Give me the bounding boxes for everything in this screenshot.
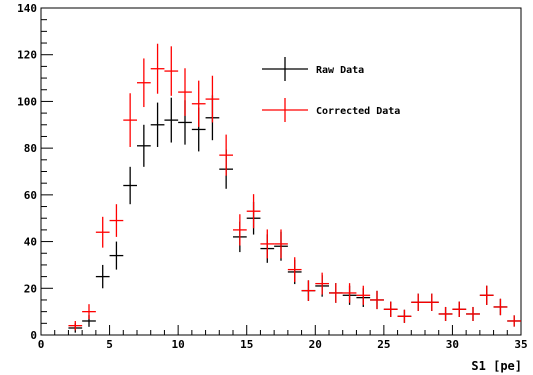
x-tick-label: 25	[377, 338, 390, 351]
y-tick-label: 0	[30, 329, 37, 342]
y-tick-label: 20	[24, 282, 37, 295]
data-series	[68, 43, 521, 333]
x-tick-label: 10	[172, 338, 185, 351]
y-tick-label: 120	[17, 49, 37, 62]
legend: Raw Data Corrected Data	[262, 57, 400, 122]
y-tick-label: 60	[24, 189, 37, 202]
series-corrected-data	[68, 43, 521, 331]
axis-ticks: 0 5 10 15 20 25 30 35 0 20 40 60 80 100 120 140	[17, 2, 528, 351]
legend-label-corrected: Corrected Data	[316, 106, 400, 117]
y-tick-label: 140	[17, 2, 37, 15]
x-tick-label: 0	[38, 338, 45, 351]
x-tick-label: 30	[446, 338, 459, 351]
axes	[40, 7, 522, 336]
x-tick-label: 5	[106, 338, 113, 351]
y-tick-label: 80	[24, 142, 37, 155]
y-tick-label: 40	[24, 236, 37, 249]
y-tick-label: 100	[17, 95, 37, 108]
x-tick-label: 35	[514, 338, 527, 351]
plot-frame	[40, 7, 522, 336]
x-tick-label: 15	[240, 338, 253, 351]
x-tick-label: 20	[309, 338, 322, 351]
x-axis-title: S1 [pe]	[471, 359, 522, 373]
series-raw-data	[68, 95, 521, 333]
legend-label-raw: Raw Data	[316, 65, 364, 76]
